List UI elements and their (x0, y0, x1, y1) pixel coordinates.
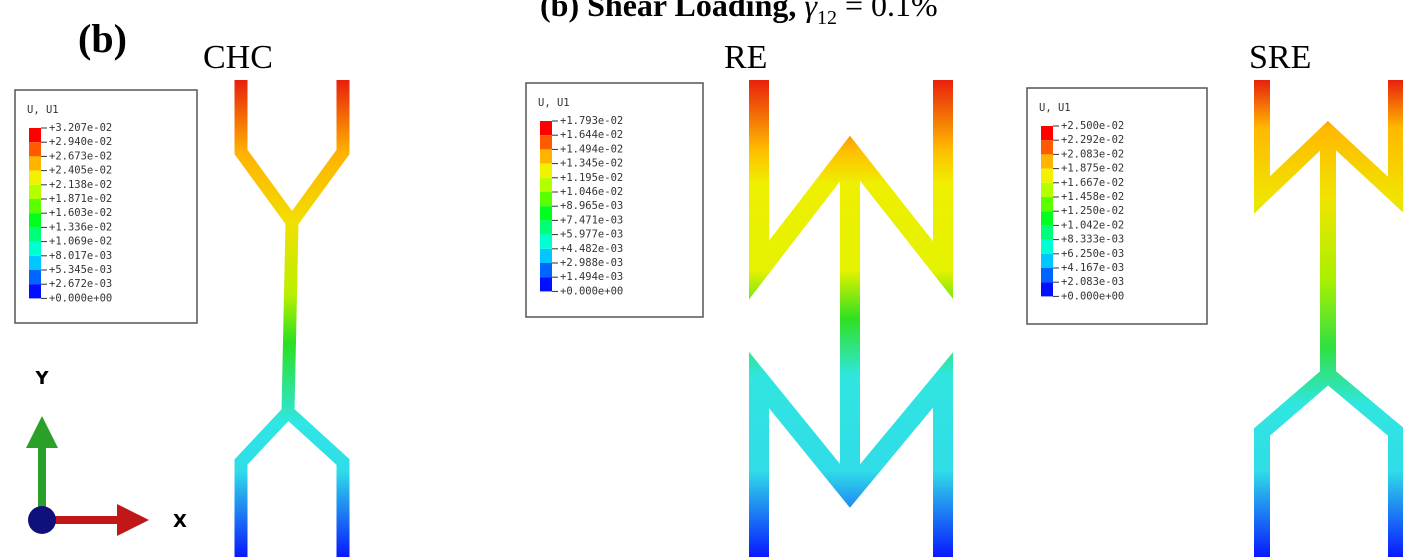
legend-swatch (1041, 140, 1053, 154)
legend-value: +5.977e-03 (560, 229, 623, 241)
legend-value: +1.042e-02 (1061, 219, 1124, 231)
legend-swatch (29, 128, 41, 142)
legend-value: +8.017e-03 (49, 250, 112, 262)
legend-swatch (540, 277, 552, 291)
z-axis-dot (28, 506, 56, 534)
legend-value: +1.793e-02 (560, 115, 623, 127)
legend-swatch (1041, 197, 1053, 211)
legend-value: +1.603e-02 (49, 207, 112, 219)
legend-value: +2.672e-03 (49, 278, 112, 290)
legend-swatch (29, 270, 41, 284)
legend-value: +5.345e-03 (49, 264, 112, 276)
y-axis-label: Y (34, 368, 49, 389)
legend-swatch (540, 220, 552, 234)
legend-value: +1.494e-02 (560, 143, 623, 155)
legend-value: +4.482e-03 (560, 243, 623, 255)
legend-value: +1.875e-02 (1061, 163, 1124, 175)
legend-swatch (540, 192, 552, 206)
chc-structure (288, 222, 292, 412)
legend-value: +1.345e-02 (560, 158, 623, 170)
legend-swatch (540, 164, 552, 178)
legend-swatch (29, 213, 41, 227)
legend-value: +4.167e-03 (1061, 262, 1124, 274)
legend-value: +2.083e-03 (1061, 276, 1124, 288)
legend-swatch (1041, 126, 1053, 140)
legend-value: +1.494e-03 (560, 271, 623, 283)
legend-title: U, U1 (538, 97, 570, 109)
legend-swatch (29, 171, 41, 185)
legend-value: +7.471e-03 (560, 214, 623, 226)
legend-title: U, U1 (1039, 102, 1071, 114)
legend-swatch (1041, 183, 1053, 197)
panel-label: (b) (78, 16, 127, 61)
legend-value: +1.458e-02 (1061, 191, 1124, 203)
legend-swatch (1041, 268, 1053, 282)
legend-swatch (540, 235, 552, 249)
legend-value: +2.940e-02 (49, 136, 112, 148)
legend-value: +1.336e-02 (49, 221, 112, 233)
legend-swatch (29, 284, 41, 298)
figure-title: (b) Shear Loading, γ12 = 0.1% (540, 0, 938, 29)
legend-value: +1.667e-02 (1061, 177, 1124, 189)
figure: (b) Shear Loading, γ12 = 0.1% (b) CHC RE… (0, 0, 1403, 557)
legend-value: +8.333e-03 (1061, 234, 1124, 246)
legend-swatch (540, 263, 552, 277)
legend-value: +2.988e-03 (560, 257, 623, 269)
legend-swatch (1041, 211, 1053, 225)
legend-swatch (29, 227, 41, 241)
legend-swatch (29, 242, 41, 256)
legend-value: +2.292e-02 (1061, 134, 1124, 146)
legends: U, U1 +3.207e-02 +2.940e-02 +2.673e-02 +2.40… (15, 83, 1207, 324)
legend-swatch (540, 121, 552, 135)
legend-swatch (29, 256, 41, 270)
legend-value: +2.138e-02 (49, 179, 112, 191)
legend-swatch (1041, 169, 1053, 183)
chc-structure (241, 80, 343, 222)
legend-value: +2.673e-02 (49, 150, 112, 162)
legend-swatch (29, 185, 41, 199)
legend-swatch (29, 142, 41, 156)
legend-swatch (1041, 254, 1053, 268)
legend-swatch (29, 199, 41, 213)
legend-swatch (1041, 154, 1053, 168)
legend-value: +0.000e+00 (49, 292, 112, 304)
legend-value: +3.207e-02 (49, 122, 112, 134)
legend-swatch (1041, 225, 1053, 239)
legend-value: +2.405e-02 (49, 165, 112, 177)
panel-name: RE (724, 39, 767, 76)
legend-value: +1.871e-02 (49, 193, 112, 205)
sre-structure (1262, 375, 1396, 557)
panel-name: SRE (1249, 39, 1311, 76)
legend-value: +1.644e-02 (560, 129, 623, 141)
legend-value: +0.000e+00 (560, 285, 623, 297)
legend-value: +2.083e-02 (1061, 148, 1124, 160)
legend-value: +1.195e-02 (560, 172, 623, 184)
x-axis-label: X (173, 511, 187, 532)
legend-swatch (1041, 240, 1053, 254)
chc-structure (241, 412, 343, 557)
legend-value: +1.069e-02 (49, 236, 112, 248)
legend-swatch (540, 249, 552, 263)
legend-value: +1.046e-02 (560, 186, 623, 198)
legend-swatch (29, 156, 41, 170)
legend-swatch (540, 149, 552, 163)
legend-value: +2.500e-02 (1061, 120, 1124, 132)
legend-value: +1.250e-02 (1061, 205, 1124, 217)
structures (241, 80, 1396, 557)
legend-title: U, U1 (27, 104, 59, 116)
legend-value: +8.965e-03 (560, 200, 623, 212)
legend-swatch (540, 206, 552, 220)
legend-value: +6.250e-03 (1061, 248, 1124, 260)
panel-name: CHC (203, 39, 273, 76)
legend-swatch (540, 135, 552, 149)
legend-value: +0.000e+00 (1061, 290, 1124, 302)
legend-swatch (540, 178, 552, 192)
legend-swatch (1041, 282, 1053, 296)
